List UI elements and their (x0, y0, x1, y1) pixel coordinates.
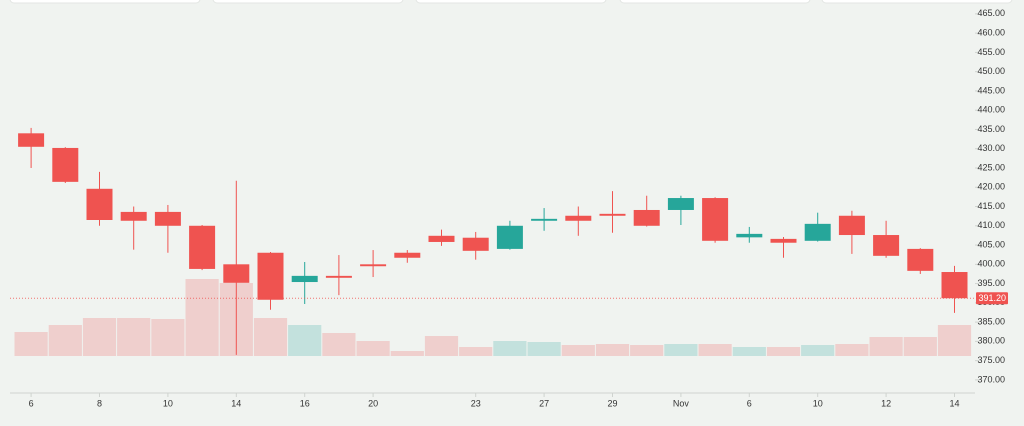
candle-body (531, 218, 558, 221)
volume-bar (801, 345, 835, 356)
candle-body (120, 211, 147, 221)
volume-bar (903, 337, 937, 356)
candle-body (428, 235, 455, 242)
volume-bar (14, 332, 48, 356)
y-tick-label: 450.00 (977, 66, 1005, 76)
candle-body (189, 225, 216, 269)
candle-body (18, 133, 45, 147)
x-tick-label: 6 (29, 398, 34, 408)
volume-bar (151, 319, 185, 356)
volume-bar (356, 341, 390, 356)
x-tick-label: 10 (163, 398, 173, 408)
candle-body (907, 248, 934, 271)
volume-bar (390, 351, 424, 356)
candle-body (496, 225, 523, 249)
volume-bar (766, 347, 801, 356)
candle-body (941, 272, 968, 299)
volume-bar (527, 342, 561, 356)
candle-body (86, 188, 113, 220)
candle-body (736, 233, 763, 238)
y-tick-label: 400.00 (977, 259, 1005, 269)
y-tick-label: 420.00 (977, 182, 1005, 192)
volume-bar (732, 347, 766, 356)
volume-bar (459, 347, 493, 356)
y-tick-label: 425.00 (977, 162, 1005, 172)
x-tick-label: 14 (949, 398, 959, 408)
candle-body (667, 198, 694, 210)
candle-body (291, 275, 318, 283)
volume-bar (185, 279, 219, 356)
volume-bar (595, 344, 630, 356)
candle-body (52, 147, 79, 182)
candle-body (223, 264, 250, 283)
volume-bar (561, 345, 595, 356)
volume-bar (322, 333, 356, 356)
x-tick-label: 29 (607, 398, 617, 408)
candle-body (702, 198, 729, 241)
volume-bar (424, 336, 459, 356)
y-tick-label: 375.00 (977, 355, 1005, 365)
candle-body (873, 235, 900, 256)
y-tick-label: 440.00 (977, 105, 1005, 115)
card (9, 0, 201, 4)
card (619, 0, 811, 4)
x-tick-label: 8 (97, 398, 102, 408)
y-tick-label: 445.00 (977, 85, 1005, 95)
volume-bar (82, 318, 117, 356)
y-tick-label: 415.00 (977, 201, 1005, 211)
x-tick-label: 23 (471, 398, 481, 408)
x-tick-label: Nov (673, 398, 690, 408)
candle-body (154, 211, 181, 226)
x-tick-label: 12 (881, 398, 891, 408)
candle-body (770, 238, 797, 243)
volume-bar (288, 325, 322, 356)
candle-body (838, 215, 865, 236)
volume-bar (117, 318, 151, 356)
candle-body (599, 213, 626, 216)
volume-bar (698, 344, 732, 356)
x-tick-label: 20 (368, 398, 378, 408)
y-tick-label: 405.00 (977, 239, 1005, 249)
y-tick-label: 435.00 (977, 124, 1005, 134)
x-tick-label: 6 (747, 398, 752, 408)
x-tick-label: 10 (813, 398, 823, 408)
y-tick-label: 385.00 (977, 316, 1005, 326)
candle-body (325, 275, 352, 278)
volume-bar (664, 344, 698, 356)
volume-bar (630, 345, 664, 356)
y-tick-label: 465.00 (977, 8, 1005, 18)
candle-body (394, 252, 421, 258)
volume-bar (493, 341, 527, 356)
y-tick-label: 380.00 (977, 336, 1005, 346)
x-tick-label: 14 (231, 398, 241, 408)
volume-bar (869, 337, 903, 356)
x-tick-label: 16 (300, 398, 310, 408)
candle-body (257, 252, 284, 300)
card (415, 0, 607, 4)
volume-bar (835, 344, 869, 356)
candle-body (804, 223, 831, 241)
y-tick-label: 430.00 (977, 143, 1005, 153)
card (821, 0, 1013, 4)
last-price-box (976, 292, 1008, 305)
candle-body (633, 209, 660, 226)
candle-body (565, 215, 592, 221)
x-tick-label: 27 (539, 398, 549, 408)
y-tick-label: 460.00 (977, 28, 1005, 38)
candle-body (360, 264, 387, 267)
y-tick-label: 455.00 (977, 47, 1005, 57)
volume-bar (48, 325, 82, 356)
volume-bar (253, 318, 288, 356)
volume-bar (937, 325, 972, 356)
y-tick-label: 410.00 (977, 220, 1005, 230)
y-tick-label: 370.00 (977, 374, 1005, 384)
candle-body (462, 237, 489, 251)
last-price-label: 391.20 (978, 293, 1006, 303)
card (212, 0, 404, 4)
y-tick-label: 395.00 (977, 278, 1005, 288)
